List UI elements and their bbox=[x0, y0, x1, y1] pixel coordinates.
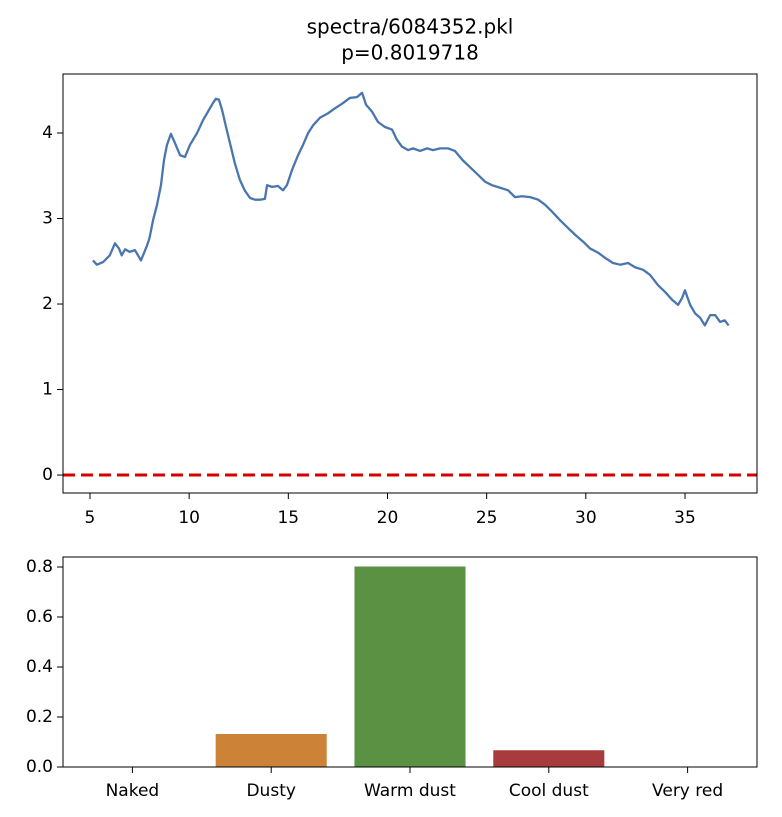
x-tick-label: Very red bbox=[652, 781, 723, 801]
y-tick-label: 3 bbox=[42, 209, 53, 229]
x-tick-label: 35 bbox=[674, 508, 696, 528]
x-tick-label: 20 bbox=[377, 508, 399, 528]
bar bbox=[354, 566, 466, 767]
x-tick-label: 5 bbox=[85, 508, 96, 528]
y-tick-label: 0.0 bbox=[26, 757, 53, 777]
y-tick-label: 4 bbox=[42, 123, 53, 143]
y-tick-label: 0 bbox=[42, 465, 53, 485]
bar bbox=[493, 750, 605, 767]
x-tick-label: 10 bbox=[178, 508, 200, 528]
x-tick-label: Cool dust bbox=[509, 781, 589, 801]
y-tick-label: 1 bbox=[42, 380, 53, 400]
x-tick-label: 15 bbox=[277, 508, 299, 528]
bar bbox=[215, 734, 327, 767]
x-tick-label: 25 bbox=[476, 508, 498, 528]
chart-title: spectra/6084352.pkl bbox=[307, 15, 514, 39]
y-tick-label: 0.2 bbox=[26, 707, 53, 727]
x-tick-label: Dusty bbox=[246, 781, 295, 801]
y-tick-label: 2 bbox=[42, 294, 53, 314]
y-tick-label: 0.8 bbox=[26, 557, 53, 577]
y-tick-label: 0.4 bbox=[26, 657, 53, 677]
x-tick-label: Naked bbox=[106, 781, 160, 801]
chart-subtitle: p=0.8019718 bbox=[341, 41, 479, 65]
y-tick-label: 0.6 bbox=[26, 607, 53, 627]
plot-frame bbox=[62, 556, 758, 768]
data-line bbox=[92, 91, 730, 327]
x-tick-label: 30 bbox=[575, 508, 597, 528]
x-tick-label: Warm dust bbox=[364, 781, 456, 801]
plot-frame bbox=[62, 73, 758, 494]
